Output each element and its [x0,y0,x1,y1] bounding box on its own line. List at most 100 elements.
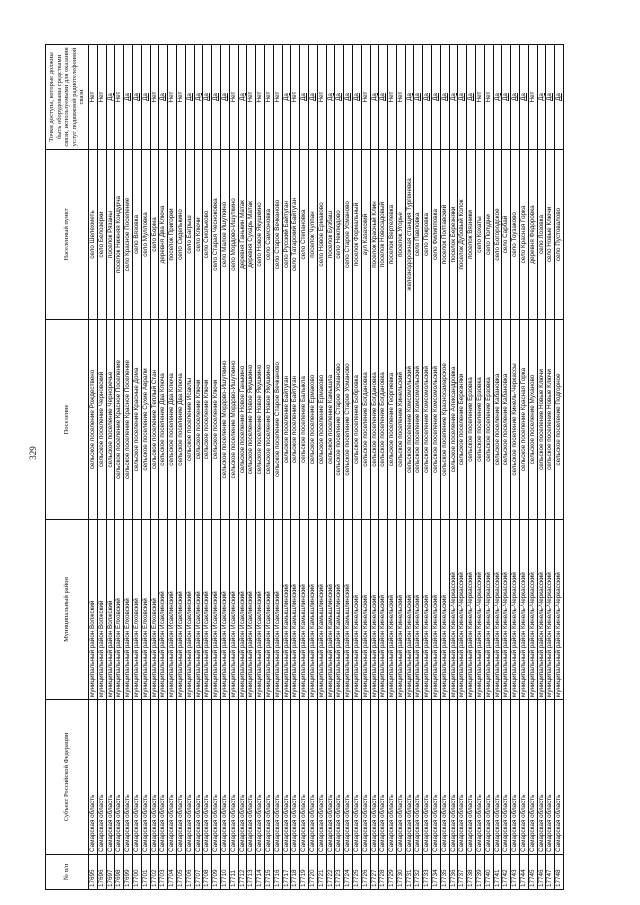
settlement-cell: сельское поселение Муханово [528,319,538,520]
district-cell: муниципальный район Исаклинский [264,519,274,700]
locality-cell: село Полудни [484,149,494,320]
row-number: 17711 [229,854,239,890]
table-row: 17710 Самарская область муниципальный райо… [220,44,230,890]
subject-cell: Самарская область [158,699,168,855]
district-cell: муниципальный район Волжский [106,519,115,700]
settlement-cell: сельское поселение Подгорное [554,319,564,520]
settlement-cell: сельское поселение Новые Ключи [537,319,546,520]
access-point-cell: Да [422,44,432,150]
access-point-cell: Да [282,44,291,150]
settlement-cell: сельское поселение Красные Дома [132,319,142,520]
subject-cell: Самарская область [88,699,98,855]
settlement-cell: сельское поселение Балыкла [299,319,309,520]
access-points-table: № п/п Субъект Российской Федерации Муницип… [45,44,564,890]
table-row: 17699 Самарская область муниципальный райо… [123,44,133,890]
table-row: 17695 Самарская область муниципальный райо… [88,44,98,890]
district-cell: муниципальный район Исаклинский [167,519,177,700]
locality-cell: село Русский Байтуган [282,149,291,320]
table-row: 17717 Самарская область муниципальный райо… [282,44,291,890]
table-row: 17706 Самарская область муниципальный райо… [185,44,195,890]
subject-cell: Самарская область [211,699,221,855]
table-row: 17715 Самарская область муниципальный райо… [264,44,274,890]
district-cell: муниципальный район Исаклинский [185,519,195,700]
table-row: 17730 Самарская область муниципальный райо… [396,44,406,890]
district-cell: муниципальный район Кинельский [405,519,414,700]
access-point-cell: Нет [97,44,107,150]
locality-cell: село Красное Поселение [123,149,133,320]
row-number: 17725 [352,854,362,890]
row-number: 17705 [176,854,186,890]
district-cell: муниципальный район Кинель-Черкасский [554,519,564,700]
settlement-cell: сельское поселение Богдановка [370,319,379,520]
access-point-cell: Нет [396,44,406,150]
subject-cell: Самарская область [510,699,520,855]
access-point-cell: Да [308,44,318,150]
settlement-cell: сельское поселение Ерзовка [466,319,476,520]
locality-cell: поселок Дубовый Колок [457,149,467,320]
row-number: 17732 [413,854,423,890]
settlement-cell: сельское поселение Кабановка [493,319,502,520]
settlement-cell: сельское поселение Красная Горка [519,319,529,520]
subject-cell: Самарская область [290,699,300,855]
table-row: 17732 Самарская область муниципальный райо… [413,44,423,890]
header-subject: Субъект Российской Федерации [45,699,89,855]
subject-cell: Самарская область [396,699,406,855]
district-cell: муниципальный район Исаклинский [238,519,247,700]
subject-cell: Самарская область [299,699,309,855]
subject-cell: Самарская область [501,699,511,855]
settlement-cell: сельское поселение Новые Ключи [545,319,555,520]
access-point-cell: Нет [475,44,485,150]
table-row: 17733 Самарская область муниципальный райо… [422,44,432,890]
access-point-cell: Нет [361,44,370,150]
settlement-cell: сельское поселение Комсомольский [431,319,441,520]
table-row: 17709 Самарская область муниципальный райо… [211,44,221,890]
subject-cell: Самарская область [220,699,230,855]
locality-cell: поселок Вязники [466,149,476,320]
district-cell: муниципальный район Кинель-Черкасский [475,519,485,700]
row-number: 17724 [343,854,353,890]
locality-cell: село Ключи [194,149,203,320]
access-point-cell: Да [185,44,195,150]
locality-cell: село Татарский Байтуган [290,149,300,320]
locality-cell: село Лозовка [537,149,546,320]
access-point-cell: Да [106,44,115,150]
row-number: 17733 [422,854,432,890]
settlement-cell: сельское поселение Старое Вечканово [273,319,283,520]
settlement-cell: сельское поселение Новое Якушкино [246,319,256,520]
access-point-cell: Да [220,44,230,150]
table-row: 17698 Самарская область муниципальный райо… [114,44,124,890]
district-cell: муниципальный район Кинель-Черкасский [501,519,511,700]
subject-cell: Самарская область [413,699,423,855]
subject-cell: Самарская область [326,699,335,855]
header-settlement: Поселение [45,319,89,520]
district-cell: муниципальный район Камышлинский [299,519,309,700]
row-number: 17708 [202,854,212,890]
settlement-cell: сельское поселение Комсомольский [405,319,414,520]
settlement-cell: сельское поселение Березняки [457,319,467,520]
district-cell: муниципальный район Кинельский [396,519,406,700]
district-cell: муниципальный район Кинель-Черкасский [545,519,555,700]
district-cell: муниципальный район Исаклинский [211,519,221,700]
row-number: 17719 [299,854,309,890]
district-cell: муниципальный район Волжский [88,519,98,700]
table-row: 17725 Самарская область муниципальный райо… [352,44,362,890]
table-row: 17702 Самарская область муниципальный райо… [150,44,159,890]
district-cell: муниципальный район Кинельский [387,519,397,700]
row-number: 17718 [290,854,300,890]
subject-cell: Самарская область [484,699,494,855]
locality-cell: село Сарбай [501,149,511,320]
row-number: 17712 [238,854,247,890]
subject-cell: Самарская область [282,699,291,855]
table-row: 17720 Самарская область муниципальный райо… [308,44,318,890]
settlement-cell: сельское поселение Александровка [449,319,458,520]
row-number: 17744 [519,854,529,890]
row-number: 17745 [528,854,538,890]
row-number: 17696 [97,854,107,890]
settlement-cell: сельское поселение Байтуган [282,319,291,520]
settlement-cell: сельское поселение Новое Якушкино [255,319,265,520]
table-row: 17708 Самарская область муниципальный райо… [202,44,212,890]
district-cell: муниципальный район Кинельский [352,519,362,700]
subject-cell: Самарская область [405,699,414,855]
locality-cell: деревня Сухарь Матак [246,149,256,320]
subject-cell: Самарская область [150,699,159,855]
